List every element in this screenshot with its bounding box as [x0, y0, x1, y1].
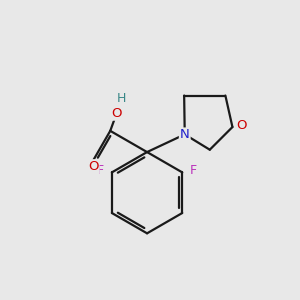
Text: F: F [190, 164, 197, 177]
Text: O: O [88, 160, 99, 173]
Text: F: F [97, 164, 104, 177]
Text: H: H [117, 92, 127, 106]
Text: N: N [180, 128, 190, 142]
Text: O: O [237, 119, 247, 132]
Text: O: O [111, 107, 122, 120]
